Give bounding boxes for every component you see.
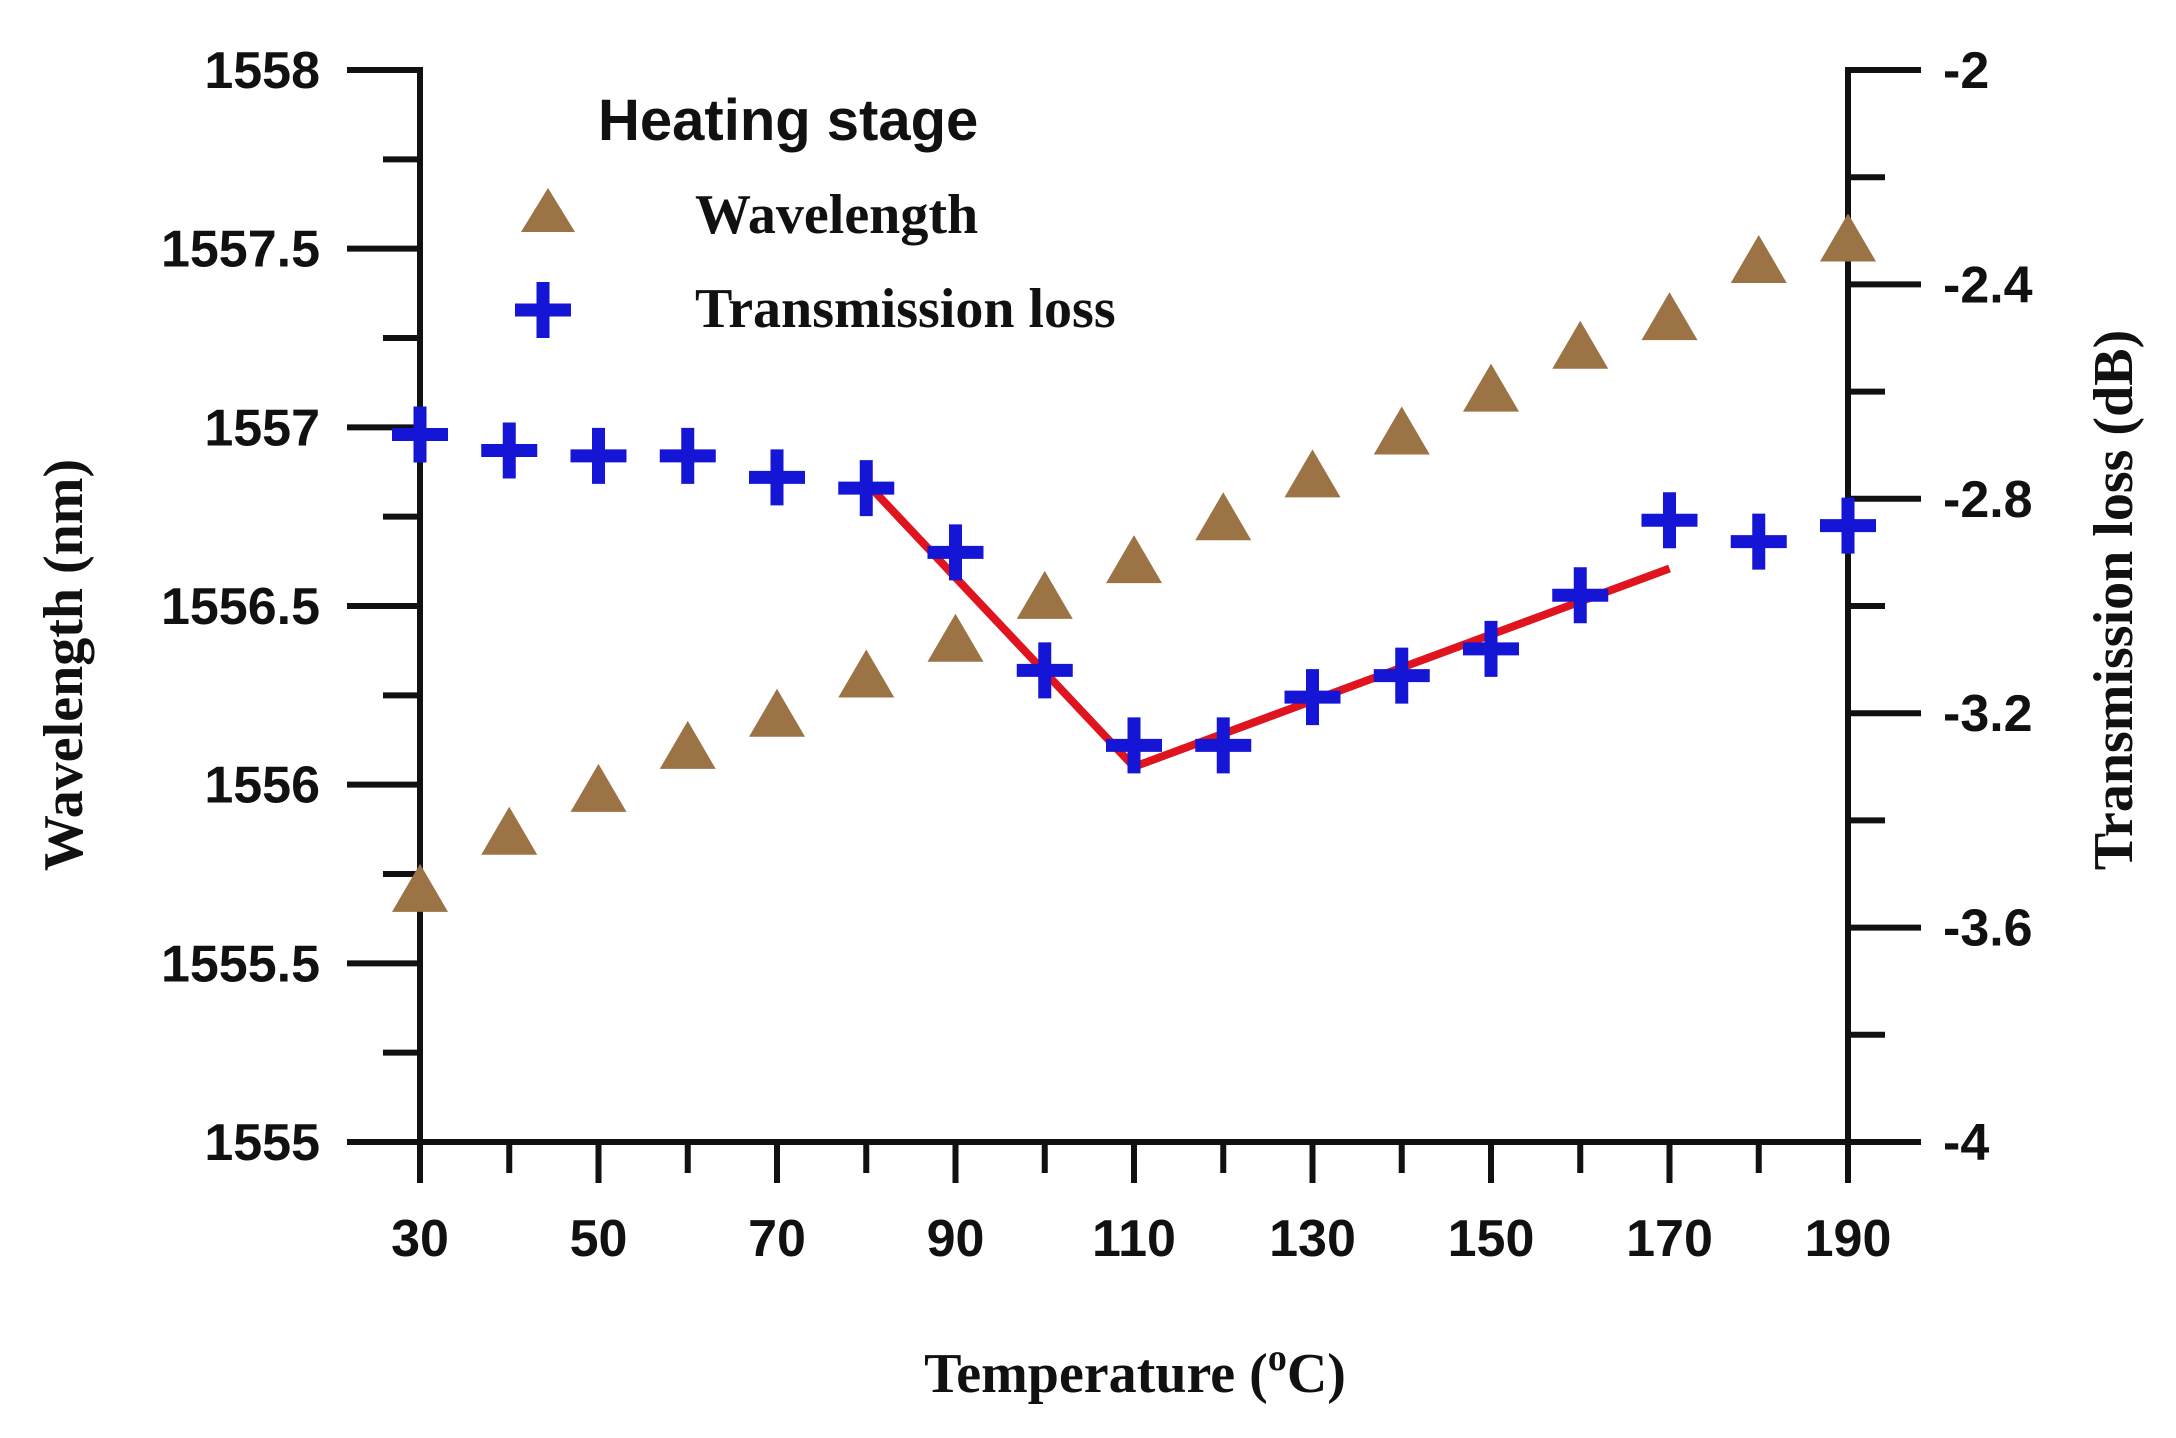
transmission-loss-point xyxy=(1463,620,1519,677)
transmission-loss-point xyxy=(1641,492,1698,549)
transmission-loss-point xyxy=(1016,642,1073,699)
wavelength-point xyxy=(570,763,627,812)
left-y-tick-label: 1556.5 xyxy=(161,578,320,636)
right-y-tick-label: -2.4 xyxy=(1943,256,2033,314)
x-tick-label: 150 xyxy=(1448,1210,1535,1268)
x-tick-label: 30 xyxy=(391,1210,449,1268)
wavelength-point xyxy=(1552,320,1609,369)
wavelength-point xyxy=(749,688,805,737)
transmission-loss-point xyxy=(481,422,538,479)
right-y-axis: -4 -3.6 -3.2 -2.8 -2.4 -2 xyxy=(1845,42,2033,1172)
x-axis-title: Temperature (oC) xyxy=(924,1337,1346,1405)
legend-marker-transmission-loss xyxy=(515,282,571,338)
left-y-tick-label: 1558 xyxy=(204,42,320,100)
plot-frame xyxy=(417,67,1851,1145)
left-y-axis: 1555 1555.5 1556 1556.5 1557 1557.5 1558 xyxy=(161,42,423,1172)
transmission-loss-point xyxy=(1820,497,1876,554)
transmission-loss-point xyxy=(1195,717,1252,774)
transmission-loss-point xyxy=(1730,513,1787,570)
x-axis: 30 50 70 90 110 130 150 170 190 xyxy=(347,1139,1921,1268)
wavelength-point xyxy=(838,649,895,698)
x-tick-label: 70 xyxy=(748,1210,806,1268)
transmission-loss-point xyxy=(1106,717,1162,774)
x-tick-label: 50 xyxy=(570,1210,628,1268)
x-tick-label: 90 xyxy=(927,1210,985,1268)
x-tick-label: 110 xyxy=(1092,1210,1176,1268)
transmission-loss-point xyxy=(659,427,716,484)
transmission-loss-point xyxy=(1284,669,1341,726)
transmission-loss-point xyxy=(1552,567,1609,624)
right-y-tick-label: -3.6 xyxy=(1943,900,2033,958)
transmission-loss-point xyxy=(927,524,984,581)
data-points xyxy=(392,213,1876,912)
wavelength-point xyxy=(1284,449,1341,498)
wavelength-point xyxy=(1730,234,1787,283)
transmission-loss-point xyxy=(1373,647,1430,704)
wavelength-point xyxy=(1195,492,1252,541)
wavelength-point xyxy=(927,613,984,662)
left-y-tick-label: 1555 xyxy=(204,1114,320,1172)
wavelength-point xyxy=(481,806,538,855)
transmission-loss-point xyxy=(392,406,448,463)
transmission-loss-point xyxy=(838,460,895,517)
legend-marker-wavelength xyxy=(521,188,575,232)
legend-label-wavelength: Wavelength xyxy=(695,184,978,246)
wavelength-point xyxy=(392,863,448,912)
left-y-tick-label: 1556 xyxy=(204,757,320,815)
wavelength-point xyxy=(1106,535,1162,584)
fit-lines xyxy=(863,479,1671,771)
legend-label-transmission-loss: Transmission loss xyxy=(695,278,1116,340)
x-tick-label: 130 xyxy=(1269,1210,1356,1268)
transmission-loss-point xyxy=(570,427,627,484)
wavelength-point xyxy=(1820,213,1876,262)
fit-line xyxy=(863,479,1671,771)
right-y-tick-label: -2 xyxy=(1943,42,1989,100)
left-y-tick-label: 1557 xyxy=(204,399,320,457)
right-y-axis-title: Transmission loss (dB) xyxy=(2083,330,2145,870)
x-tick-label: 170 xyxy=(1626,1210,1713,1268)
wavelength-point xyxy=(1463,363,1519,412)
left-y-axis-title: Wavelength (nm) xyxy=(33,459,95,871)
x-axis-title-superscript: o xyxy=(1268,1337,1287,1379)
wavelength-point xyxy=(1641,292,1698,341)
legend: Heating stage Wavelength Transmission lo… xyxy=(515,88,1116,340)
legend-title: Heating stage xyxy=(598,88,978,153)
right-y-tick-label: -4 xyxy=(1943,1114,1989,1172)
transmission-loss-point xyxy=(749,449,805,506)
right-y-tick-label: -2.8 xyxy=(1943,471,2033,529)
left-y-tick-label: 1557.5 xyxy=(161,221,320,279)
wavelength-point xyxy=(659,720,716,769)
wavelength-point xyxy=(1016,570,1073,619)
right-y-tick-label: -3.2 xyxy=(1943,685,2033,743)
wavelength-point xyxy=(1373,406,1430,455)
left-y-tick-label: 1555.5 xyxy=(161,935,320,993)
x-tick-label: 190 xyxy=(1805,1210,1892,1268)
